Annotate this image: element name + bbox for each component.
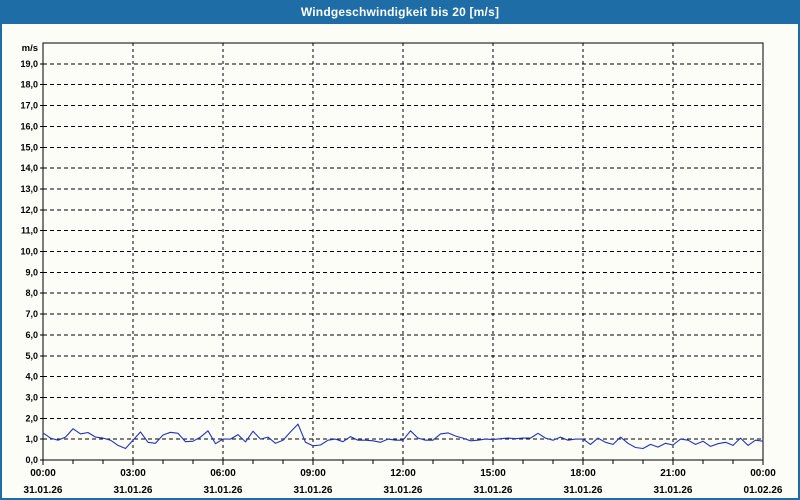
x-tick-time-label: 00:00	[30, 468, 56, 479]
x-tick-time-label: 03:00	[120, 468, 146, 479]
y-tick-label: 12,0	[20, 205, 38, 215]
wind-speed-series-line	[42, 423, 764, 450]
y-tick-label: 6,0	[25, 330, 38, 340]
y-tick-label: 3,0	[25, 392, 38, 402]
y-tick-label: 1,0	[25, 434, 38, 444]
y-tick-label: 8,0	[25, 288, 38, 298]
x-tick-date-label: 31.01.26	[24, 485, 63, 496]
y-tick-label: 11,0	[21, 226, 38, 236]
y-axis-unit-label: m/s	[22, 43, 38, 54]
x-tick-time-label: 18:00	[570, 468, 596, 479]
x-tick-date-label: 31.01.26	[114, 485, 153, 496]
wind-speed-line-chart: 0,0 1,0 2,0 3,0 4,0 5,0 6,0 7,0 8,0 9,0 10,0 11,0 12…	[20, 42, 783, 496]
y-tick-label: 18,0	[20, 80, 38, 90]
y-tick-label: 16,0	[20, 121, 38, 131]
y-tick-label: 14,0	[20, 163, 38, 173]
x-tick-time-label: 06:00	[210, 468, 236, 479]
chart-area: 0,0 1,0 2,0 3,0 4,0 5,0 6,0 7,0 8,0 9,0 10,0 11,0 12…	[2, 24, 798, 498]
y-tick-label: 0,0	[25, 455, 38, 465]
y-tick-label: 17,0	[20, 101, 38, 111]
y-tick-label: 7,0	[25, 309, 38, 319]
x-tick-date-label: 31.01.26	[294, 485, 333, 496]
x-tick-time-label: 12:00	[390, 468, 416, 479]
plot-border	[42, 42, 764, 461]
x-tick-date-label: 31.01.26	[654, 485, 693, 496]
y-tick-label: 5,0	[25, 351, 38, 361]
x-tick-date-label: 01.02.26	[744, 485, 783, 496]
x-tick-date-label: 31.01.26	[564, 485, 603, 496]
x-tick-date-label: 31.01.26	[474, 485, 513, 496]
x-tick-time-label: 15:00	[480, 468, 506, 479]
x-tick-time-label: 21:00	[660, 468, 686, 479]
y-tick-label: 13,0	[20, 184, 38, 194]
y-tick-label: 10,0	[20, 247, 38, 257]
x-tick-date-label: 31.01.26	[204, 485, 243, 496]
x-tick-time-label: 09:00	[300, 468, 326, 479]
x-tick-time-label: 00:00	[750, 468, 776, 479]
chart-title-bar: Windgeschwindigkeit bis 20 [m/s]	[2, 2, 798, 24]
y-tick-label: 9,0	[25, 267, 38, 277]
y-tick-label: 15,0	[20, 142, 38, 152]
y-tick-label: 19,0	[20, 59, 38, 69]
y-tick-label: 4,0	[25, 372, 38, 382]
y-tick-label: 2,0	[25, 413, 38, 423]
x-tick-date-label: 31.01.26	[384, 485, 423, 496]
